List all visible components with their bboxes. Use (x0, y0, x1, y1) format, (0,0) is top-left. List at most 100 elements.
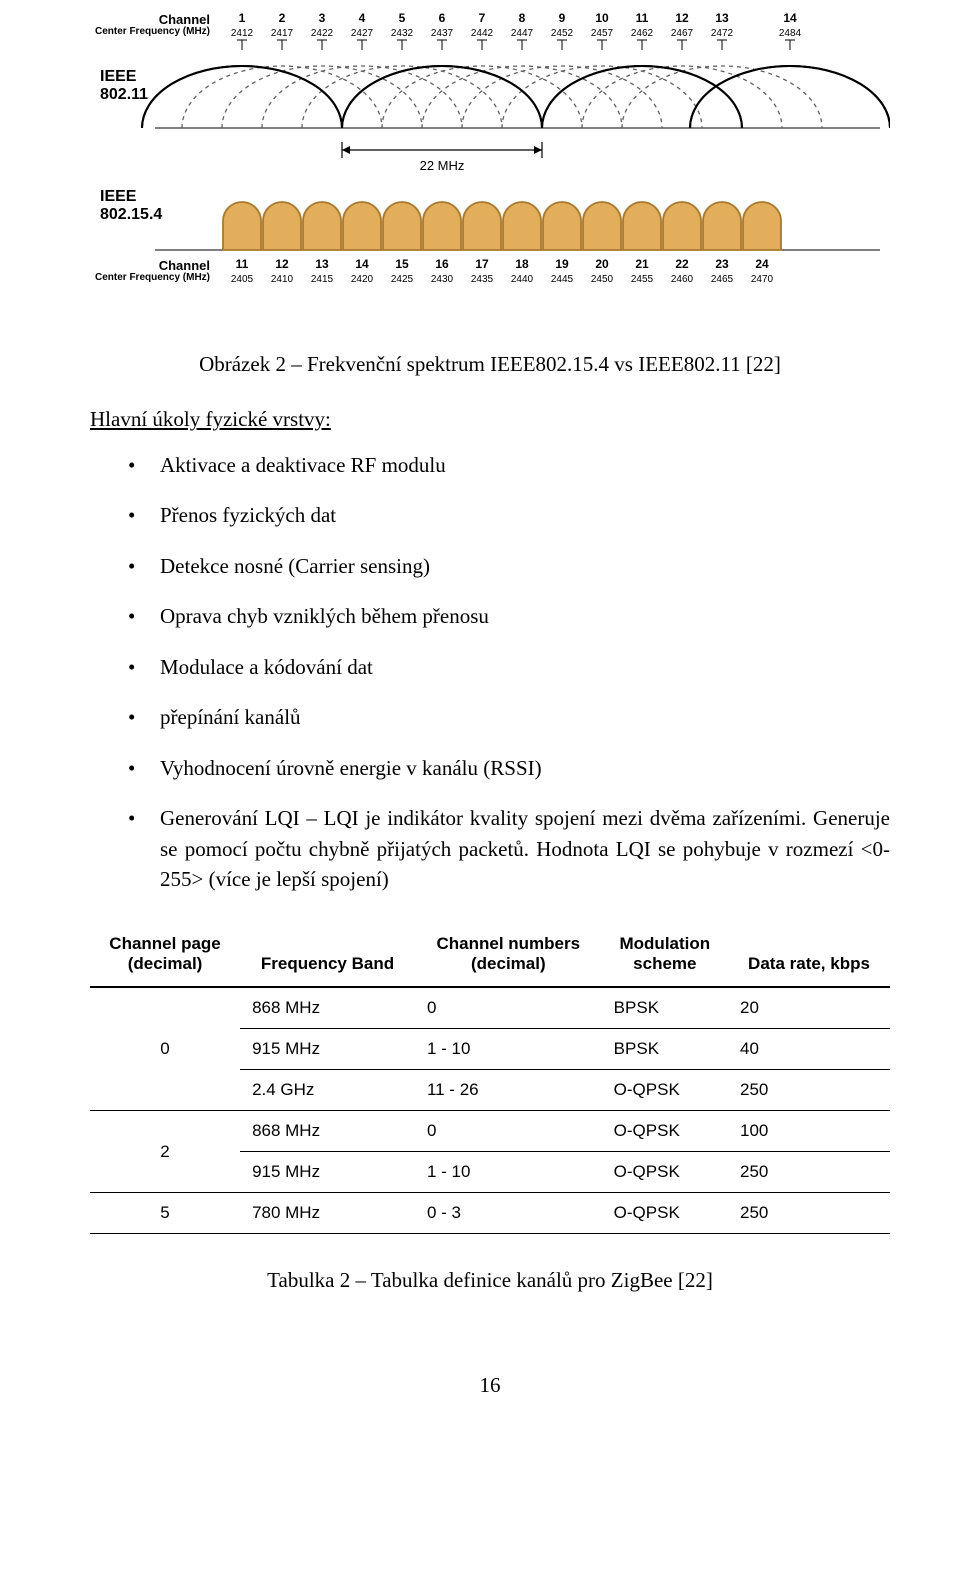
list-item: přepínání kanálů (128, 702, 890, 732)
cell-band: 780 MHz (240, 1193, 415, 1234)
svg-text:11: 11 (236, 257, 249, 271)
svg-text:2484: 2484 (779, 28, 802, 39)
svg-text:1: 1 (239, 11, 246, 25)
table-header: Frequency Band (240, 928, 415, 987)
svg-text:3: 3 (319, 11, 326, 25)
cell-rate: 100 (728, 1111, 890, 1152)
svg-text:5: 5 (399, 11, 406, 25)
cell-nums: 11 - 26 (415, 1070, 602, 1111)
section-heading: Hlavní úkoly fyzické vrstvy: (90, 407, 890, 432)
svg-text:2442: 2442 (471, 28, 494, 39)
list-item: Generování LQI – LQI je indikátor kvalit… (128, 803, 890, 894)
list-item: Vyhodnocení úrovně energie v kanálu (RSS… (128, 753, 890, 783)
svg-text:2470: 2470 (751, 274, 774, 285)
table-header: Channel page (decimal) (90, 928, 240, 987)
table-row: 5780 MHz0 - 3O-QPSK250 (90, 1193, 890, 1234)
svg-text:2435: 2435 (471, 274, 494, 285)
table-header: Channel numbers (decimal) (415, 928, 602, 987)
svg-text:12: 12 (675, 11, 689, 25)
svg-text:2415: 2415 (311, 274, 334, 285)
svg-text:2467: 2467 (671, 28, 694, 39)
cell-band: 915 MHz (240, 1152, 415, 1193)
channel-table: Channel page (decimal)Frequency BandChan… (90, 928, 890, 1234)
cell-rate: 250 (728, 1152, 890, 1193)
cell-channel-page: 0 (90, 987, 240, 1111)
svg-text:10: 10 (595, 11, 609, 25)
svg-text:2425: 2425 (391, 274, 414, 285)
cell-band: 868 MHz (240, 1111, 415, 1152)
cell-mod: O-QPSK (602, 1111, 728, 1152)
svg-text:2405: 2405 (231, 274, 254, 285)
svg-text:9: 9 (559, 11, 566, 25)
cell-band: 868 MHz (240, 987, 415, 1029)
svg-text:22 MHz: 22 MHz (420, 158, 465, 173)
svg-text:2417: 2417 (271, 28, 294, 39)
svg-text:2465: 2465 (711, 274, 734, 285)
cell-channel-page: 2 (90, 1111, 240, 1193)
list-item: Modulace a kódování dat (128, 652, 890, 682)
svg-text:22: 22 (675, 257, 689, 271)
svg-text:12: 12 (275, 257, 289, 271)
list-item: Aktivace a deaktivace RF modulu (128, 450, 890, 480)
svg-text:2427: 2427 (351, 28, 374, 39)
svg-text:2412: 2412 (231, 28, 254, 39)
svg-text:2455: 2455 (631, 274, 654, 285)
svg-text:16: 16 (435, 257, 449, 271)
cell-channel-page: 5 (90, 1193, 240, 1234)
svg-text:24: 24 (755, 257, 769, 271)
svg-text:11: 11 (636, 11, 649, 25)
cell-rate: 20 (728, 987, 890, 1029)
svg-text:13: 13 (715, 11, 729, 25)
list-item: Detekce nosné (Carrier sensing) (128, 551, 890, 581)
cell-nums: 0 (415, 1111, 602, 1152)
svg-text:2460: 2460 (671, 274, 694, 285)
page-number: 16 (90, 1373, 890, 1398)
cell-mod: O-QPSK (602, 1152, 728, 1193)
svg-text:4: 4 (359, 11, 366, 25)
svg-text:19: 19 (555, 257, 569, 271)
cell-nums: 0 (415, 987, 602, 1029)
svg-text:2472: 2472 (711, 28, 734, 39)
svg-text:14: 14 (783, 11, 797, 25)
svg-text:2410: 2410 (271, 274, 294, 285)
svg-text:2450: 2450 (591, 274, 614, 285)
figure-caption: Obrázek 2 – Frekvenční spektrum IEEE802.… (90, 352, 890, 377)
svg-text:7: 7 (479, 11, 486, 25)
svg-text:2432: 2432 (391, 28, 414, 39)
cell-mod: BPSK (602, 1029, 728, 1070)
table-header: Data rate, kbps (728, 928, 890, 987)
cell-nums: 1 - 10 (415, 1152, 602, 1193)
cell-rate: 250 (728, 1070, 890, 1111)
svg-text:6: 6 (439, 11, 446, 25)
cell-mod: O-QPSK (602, 1193, 728, 1234)
svg-text:14: 14 (355, 257, 369, 271)
cell-band: 2.4 GHz (240, 1070, 415, 1111)
svg-text:2457: 2457 (591, 28, 614, 39)
svg-text:2437: 2437 (431, 28, 454, 39)
cell-nums: 1 - 10 (415, 1029, 602, 1070)
table-row: 2868 MHz0O-QPSK100 (90, 1111, 890, 1152)
svg-text:15: 15 (395, 257, 409, 271)
cell-mod: BPSK (602, 987, 728, 1029)
svg-text:2445: 2445 (551, 274, 574, 285)
table-header: Modulation scheme (602, 928, 728, 987)
list-item: Přenos fyzických dat (128, 500, 890, 530)
svg-text:17: 17 (475, 257, 489, 271)
svg-text:20: 20 (595, 257, 609, 271)
svg-text:2422: 2422 (311, 28, 334, 39)
svg-text:2462: 2462 (631, 28, 654, 39)
svg-text:2420: 2420 (351, 274, 374, 285)
spectrum-svg: 1241222417324224242752432624377244282447… (90, 10, 890, 310)
cell-band: 915 MHz (240, 1029, 415, 1070)
svg-text:21: 21 (635, 257, 649, 271)
table-caption: Tabulka 2 – Tabulka definice kanálů pro … (90, 1268, 890, 1293)
svg-text:18: 18 (515, 257, 529, 271)
cell-nums: 0 - 3 (415, 1193, 602, 1234)
svg-text:2452: 2452 (551, 28, 574, 39)
svg-text:2: 2 (279, 11, 286, 25)
cell-rate: 40 (728, 1029, 890, 1070)
svg-text:2430: 2430 (431, 274, 454, 285)
cell-mod: O-QPSK (602, 1070, 728, 1111)
svg-text:23: 23 (715, 257, 729, 271)
svg-text:2440: 2440 (511, 274, 534, 285)
